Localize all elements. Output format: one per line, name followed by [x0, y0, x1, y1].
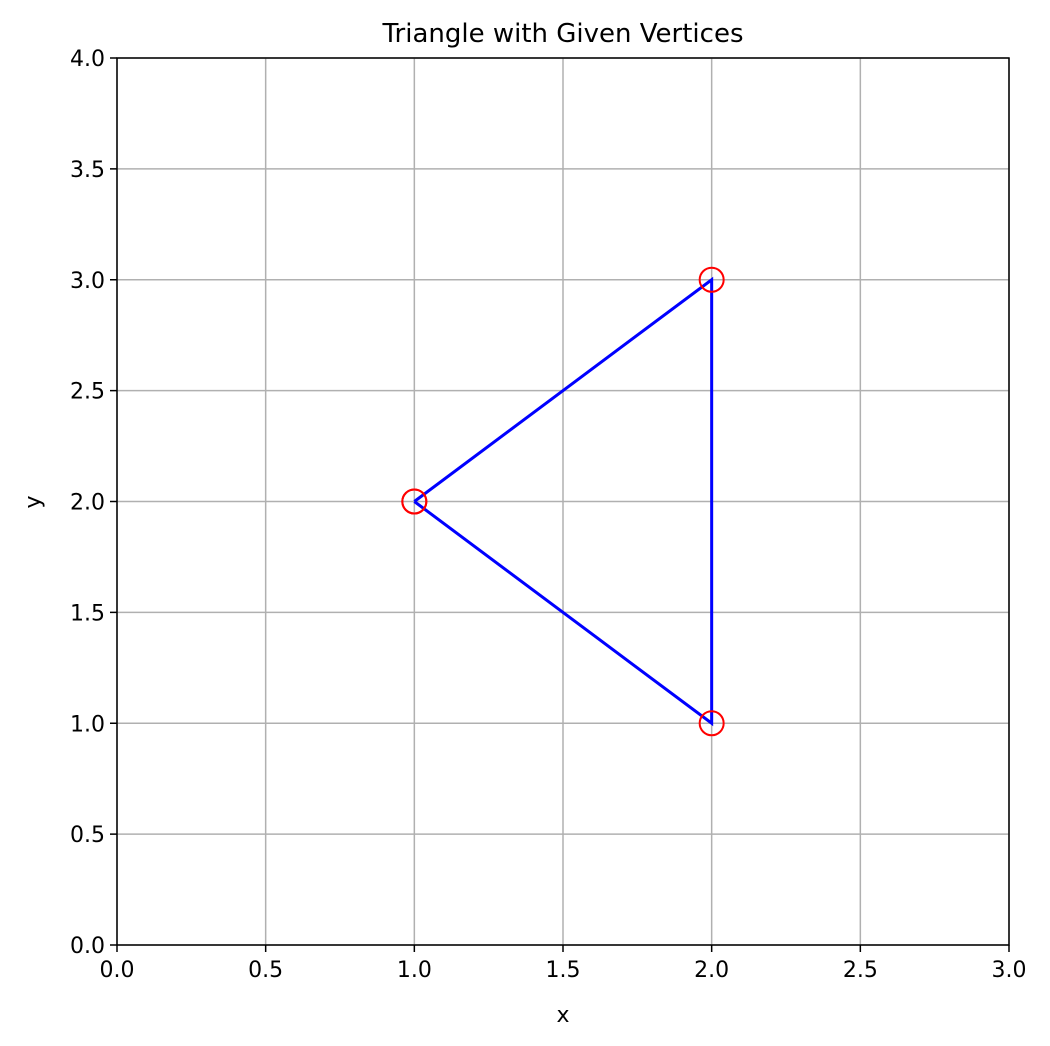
y-tick-label: 1.0 — [70, 712, 105, 737]
x-tick-label: 1.0 — [397, 958, 432, 983]
y-axis-label: y — [21, 495, 46, 508]
y-axis-ticks: 0.0 0.5 1.0 1.5 2.0 2.5 3.0 3.5 4.0 — [70, 47, 117, 959]
y-tick-label: 2.5 — [70, 380, 105, 405]
y-tick-label: 3.5 — [70, 158, 105, 183]
x-axis-ticks: 0.0 0.5 1.0 1.5 2.0 2.5 3.0 — [100, 945, 1027, 983]
vertex-marker — [698, 710, 725, 737]
axes-frame — [116, 57, 1010, 946]
vertex-marker — [698, 266, 725, 293]
y-tick-label: 3.0 — [70, 269, 105, 294]
x-tick-label: 0.5 — [248, 958, 283, 983]
plot-area — [401, 266, 725, 737]
y-tick-label: 4.0 — [70, 47, 105, 72]
chart-title: Triangle with Given Vertices — [381, 19, 743, 49]
x-tick-label: 0.0 — [100, 958, 135, 983]
x-tick-label: 2.5 — [843, 958, 878, 983]
y-tick-label: 1.5 — [70, 601, 105, 626]
x-tick-label: 2.0 — [694, 958, 729, 983]
y-tick-label: 2.0 — [70, 491, 105, 516]
x-tick-label: 3.0 — [992, 958, 1027, 983]
y-tick-label: 0.5 — [70, 823, 105, 848]
x-tick-label: 1.5 — [546, 958, 581, 983]
x-axis-label: x — [556, 1003, 569, 1028]
vertex-marker — [401, 488, 428, 515]
triangle-edge-line — [413, 276, 714, 727]
y-tick-label: 0.0 — [70, 934, 105, 959]
